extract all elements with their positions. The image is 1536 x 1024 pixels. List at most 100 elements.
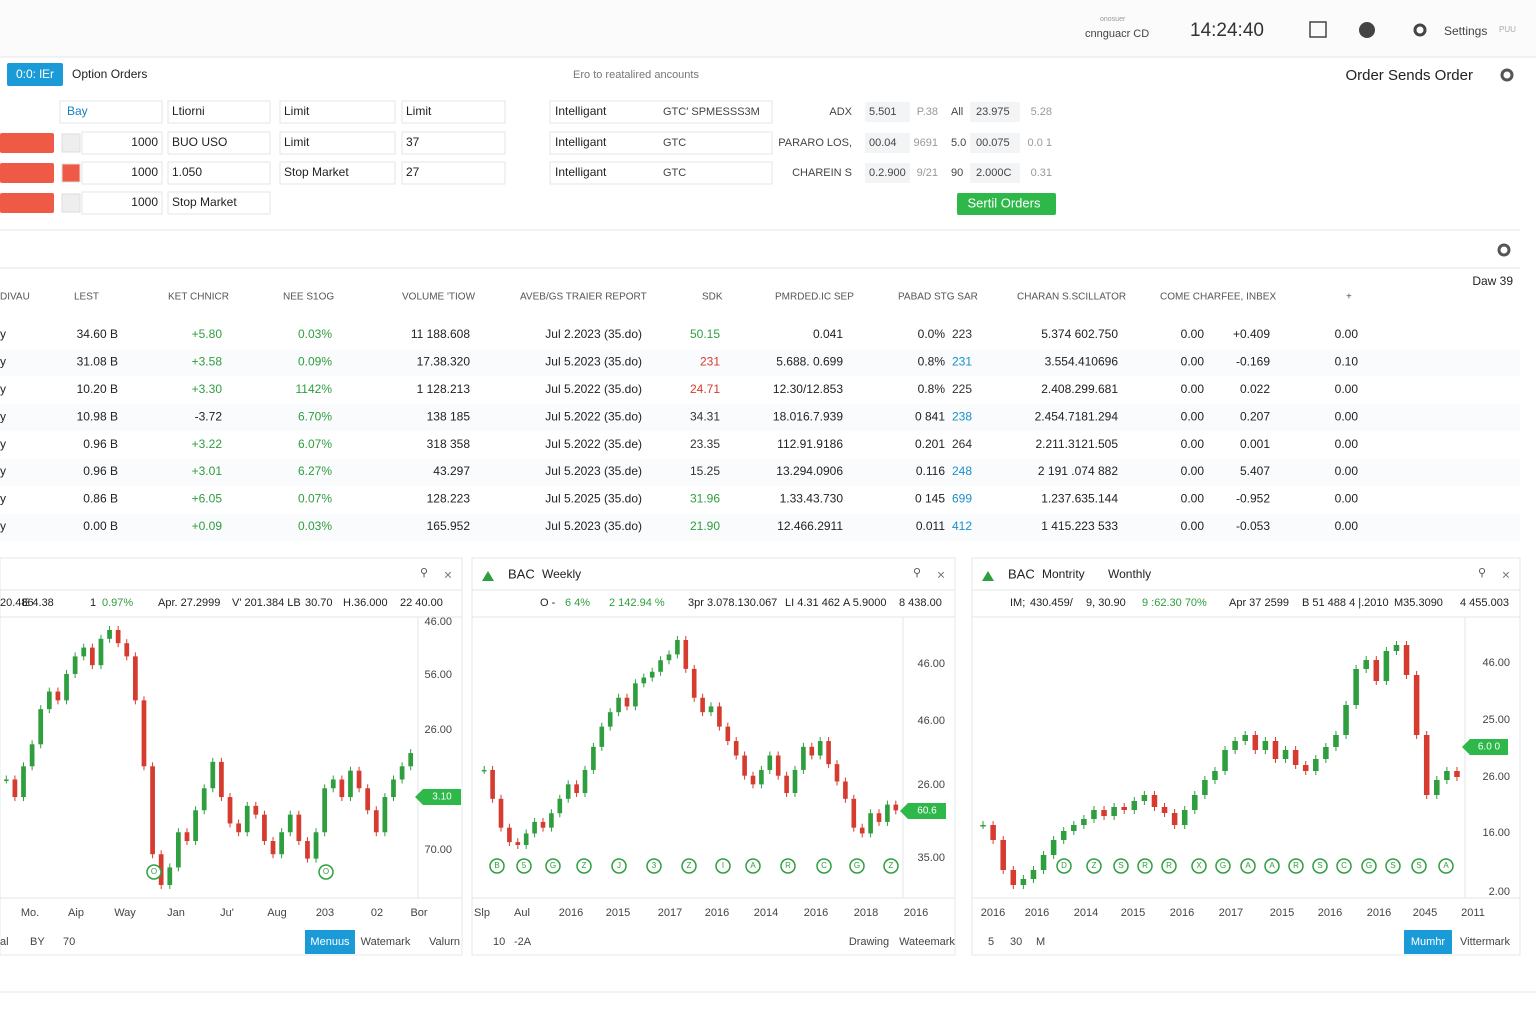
event-marker[interactable] [1113,858,1129,874]
tab-button[interactable] [7,63,63,86]
side-button[interactable] [0,193,54,213]
input-box[interactable] [59,100,163,124]
event-marker[interactable] [611,858,627,874]
candle [893,804,899,811]
chart-info: A 5.9000 [843,597,886,609]
chart-info: 30.70 [305,597,333,609]
input-box[interactable] [81,131,163,155]
input-box[interactable] [81,191,163,215]
event-label: Z [687,861,692,870]
event-marker[interactable] [1056,858,1072,874]
table-cell: Jul 2.2023 (35.do) [545,327,642,341]
event-marker[interactable] [545,858,561,874]
event-marker[interactable] [1385,858,1401,874]
event-marker[interactable] [516,858,532,874]
gear[interactable] [1500,68,1514,82]
table-cell: 0.011 [916,519,945,533]
event-marker[interactable] [1191,858,1207,874]
close[interactable]: × [937,567,945,583]
event-marker[interactable] [1361,858,1377,874]
input-box[interactable] [279,131,396,155]
event-marker[interactable] [1438,858,1454,874]
event-marker[interactable] [146,864,162,880]
event-marker[interactable] [745,858,761,874]
footer-button-label: Wateemark [899,936,955,948]
input-box[interactable] [401,161,506,185]
event-marker[interactable] [318,864,334,880]
event-marker[interactable] [1137,858,1153,874]
candle [1413,675,1420,735]
chart-info: 9 :62.30 70% [1142,597,1207,609]
gear[interactable] [1497,243,1511,257]
column-header: + [1346,292,1352,303]
quote-cell [970,163,1020,183]
input-box[interactable] [549,161,773,185]
candle [834,764,840,782]
input-box[interactable] [549,131,773,155]
input-box[interactable] [401,100,506,124]
column-header: KET CHNICR [168,292,229,303]
y-label: 26.00 [917,779,945,791]
candle [1020,879,1027,885]
candle [641,677,647,684]
event-marker[interactable] [816,858,832,874]
table-cell: 18.016.7.939 [773,409,843,423]
event-marker[interactable] [1288,858,1304,874]
side-button[interactable] [0,163,54,183]
submit-button[interactable] [957,193,1056,215]
event-marker[interactable] [1411,858,1427,874]
close[interactable]: × [1502,567,1510,583]
event-marker[interactable] [681,858,697,874]
input-box[interactable] [167,161,271,185]
candle [591,746,596,770]
input-box[interactable] [279,161,396,185]
row-icon [61,163,81,183]
footer-button[interactable] [305,930,355,954]
input-box[interactable] [549,100,773,124]
table-cell: 34.60 B [77,327,118,341]
candle [633,683,638,707]
chart-title: BAC [1008,566,1035,581]
event-marker[interactable] [780,858,796,874]
table-cell: 0.116 [916,464,945,478]
event-marker[interactable] [1264,858,1280,874]
input-box[interactable] [81,161,163,185]
candle [540,821,546,828]
input-box[interactable] [279,100,396,124]
candle [742,755,747,776]
chart-panel [971,557,1521,956]
side-button[interactable] [0,133,54,153]
candle [365,788,371,811]
footer-button[interactable] [1404,930,1452,954]
event-marker[interactable] [646,858,662,874]
candle [1091,810,1097,819]
close[interactable]: × [444,567,452,583]
input-box[interactable] [401,131,506,155]
input-box[interactable] [167,100,271,124]
chart-info: 8 438.00 [899,597,942,609]
column-header: COME CHARFEE, INBEX [1160,292,1276,303]
event-marker[interactable] [1215,858,1231,874]
footer-item: 70 [63,936,75,948]
event-marker[interactable] [883,858,899,874]
event-marker[interactable] [1336,858,1352,874]
candle [1050,840,1057,855]
price-badge [415,789,461,805]
table-cell: 12.466.2911 [777,519,843,533]
event-marker[interactable] [1161,858,1177,874]
y-label: 46.00 [917,658,945,670]
event-marker[interactable] [489,858,505,874]
event-marker[interactable] [715,858,731,874]
icon-help[interactable] [1359,22,1375,38]
event-marker[interactable] [1240,858,1256,874]
row-stripe [0,513,1520,541]
icon-doc[interactable] [1309,21,1327,38]
icon-gear[interactable] [1413,23,1427,37]
event-marker[interactable] [849,858,865,874]
event-marker[interactable] [1312,858,1328,874]
candle [287,814,293,833]
input-box[interactable] [167,131,271,155]
input-box[interactable] [167,191,271,215]
event-marker[interactable] [1086,858,1102,874]
event-marker[interactable] [576,858,592,874]
